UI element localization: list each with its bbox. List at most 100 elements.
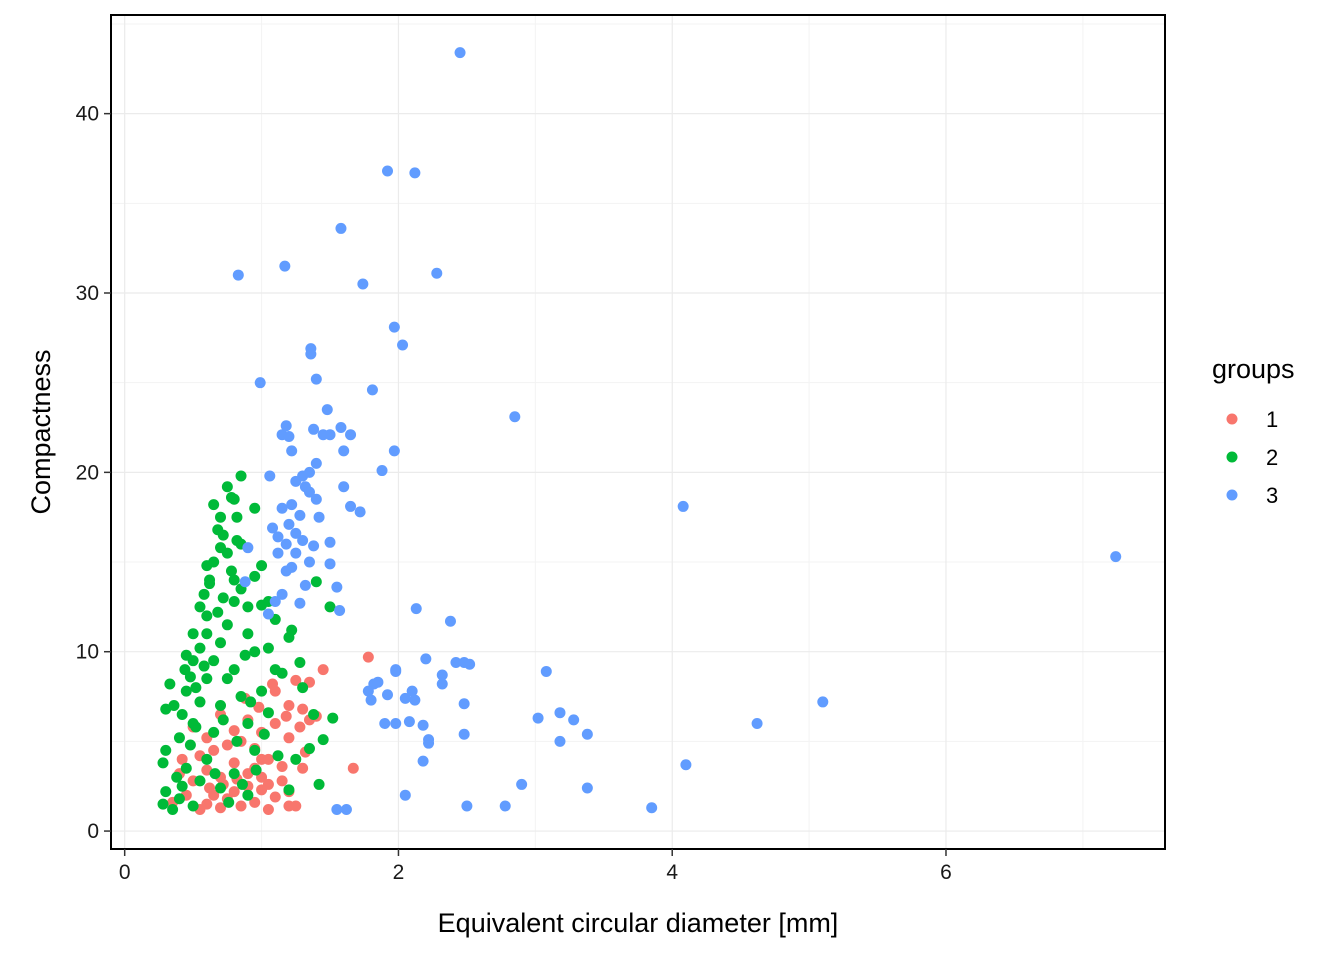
data-point-group-2 [176, 708, 188, 720]
data-point-group-1 [262, 804, 274, 816]
data-point-group-3 [338, 481, 350, 493]
data-point-group-3 [294, 597, 306, 609]
data-point-group-2 [201, 610, 213, 622]
data-point-group-2 [245, 696, 257, 708]
data-point-group-3 [310, 493, 322, 505]
data-point-group-3 [269, 595, 281, 607]
panel-border [110, 14, 1166, 850]
data-point-group-3 [677, 500, 689, 512]
data-point-group-2 [194, 642, 206, 654]
data-point-group-2 [217, 592, 229, 604]
data-point-group-3 [417, 719, 429, 731]
data-point-group-2 [256, 685, 268, 697]
data-point-group-3 [420, 653, 432, 665]
data-point-group-3 [461, 800, 473, 812]
data-point-group-3 [283, 518, 295, 530]
data-point-group-1 [269, 717, 281, 729]
data-point-group-3 [362, 685, 374, 697]
data-point-group-1 [249, 796, 261, 808]
data-point-group-3 [345, 429, 357, 441]
data-point-group-3 [254, 377, 266, 389]
data-point-group-1 [253, 701, 265, 713]
data-point-group-1 [228, 786, 240, 798]
data-point-group-3 [297, 535, 309, 547]
legend-key-2 [1226, 451, 1238, 463]
data-point-group-3 [290, 547, 302, 559]
data-point-group-1 [215, 802, 227, 814]
data-point-group-2 [217, 529, 229, 541]
data-point-group-2 [198, 588, 210, 600]
data-point-group-3 [290, 527, 302, 539]
data-point-group-2 [276, 667, 288, 679]
data-point-group-2 [208, 726, 220, 738]
y-tick-label: 20 [76, 461, 99, 484]
data-point-group-3 [554, 735, 566, 747]
data-point-group-2 [221, 673, 233, 685]
data-point-group-2 [160, 744, 172, 756]
data-point-group-2 [176, 780, 188, 792]
data-point-group-2 [217, 714, 229, 726]
data-point-group-3 [321, 404, 333, 416]
data-point-group-2 [228, 768, 240, 780]
data-point-group-2 [249, 502, 261, 514]
data-point-group-2 [256, 560, 268, 572]
data-point-group-1 [201, 798, 213, 810]
data-point-group-3 [272, 547, 284, 559]
data-point-group-3 [399, 789, 411, 801]
data-point-group-1 [235, 800, 247, 812]
y-tick-label: 0 [87, 820, 99, 843]
data-point-group-3 [324, 429, 336, 441]
data-point-group-3 [331, 804, 343, 816]
data-point-group-2 [283, 784, 295, 796]
data-point-group-3 [303, 556, 315, 568]
data-point-group-2 [221, 619, 233, 631]
data-point-group-2 [249, 744, 261, 756]
data-point-group-2 [194, 601, 206, 613]
data-point-group-3 [450, 656, 462, 668]
data-point-group-2 [258, 728, 270, 740]
data-point-group-1 [297, 762, 309, 774]
data-point-group-3 [436, 669, 448, 681]
legend: groups 1 2 3 [1212, 354, 1295, 508]
data-point-group-3 [313, 511, 325, 523]
x-axis-title: Equivalent circular diameter [mm] [438, 908, 839, 938]
data-point-group-3 [308, 423, 320, 435]
data-point-group-2 [221, 547, 233, 559]
data-point-group-2 [201, 753, 213, 765]
data-point-group-2 [215, 700, 227, 712]
data-point-group-2 [327, 712, 339, 724]
data-point-group-2 [164, 678, 176, 690]
data-point-group-1 [283, 700, 295, 712]
data-point-group-2 [180, 762, 192, 774]
data-point-group-3 [390, 665, 402, 677]
data-point-group-2 [187, 628, 199, 640]
data-point-group-1 [262, 778, 274, 790]
data-point-group-3 [335, 422, 347, 434]
data-point-group-3 [290, 475, 302, 487]
data-point-group-2 [317, 734, 329, 746]
data-point-group-3 [354, 506, 366, 518]
data-point-group-3 [276, 588, 288, 600]
data-point-group-3 [436, 678, 448, 690]
data-point-group-3 [680, 759, 692, 771]
data-point-group-2 [231, 511, 243, 523]
data-point-group-3 [334, 604, 346, 616]
data-point-group-3 [646, 802, 658, 814]
data-point-group-3 [340, 804, 352, 816]
data-point-group-2 [160, 786, 172, 798]
data-point-group-3 [516, 778, 528, 790]
data-point-group-3 [286, 499, 298, 511]
data-point-group-3 [454, 47, 466, 59]
data-point-group-3 [568, 714, 580, 726]
data-point-group-2 [262, 642, 274, 654]
data-point-group-3 [581, 728, 593, 740]
data-point-group-2 [167, 804, 179, 816]
data-point-group-3 [751, 717, 763, 729]
data-point-group-3 [444, 615, 456, 627]
data-point-group-1 [283, 800, 295, 812]
data-point-group-3 [294, 509, 306, 521]
data-point-group-2 [204, 578, 216, 590]
data-point-group-3 [324, 536, 336, 548]
data-point-group-3 [554, 707, 566, 719]
